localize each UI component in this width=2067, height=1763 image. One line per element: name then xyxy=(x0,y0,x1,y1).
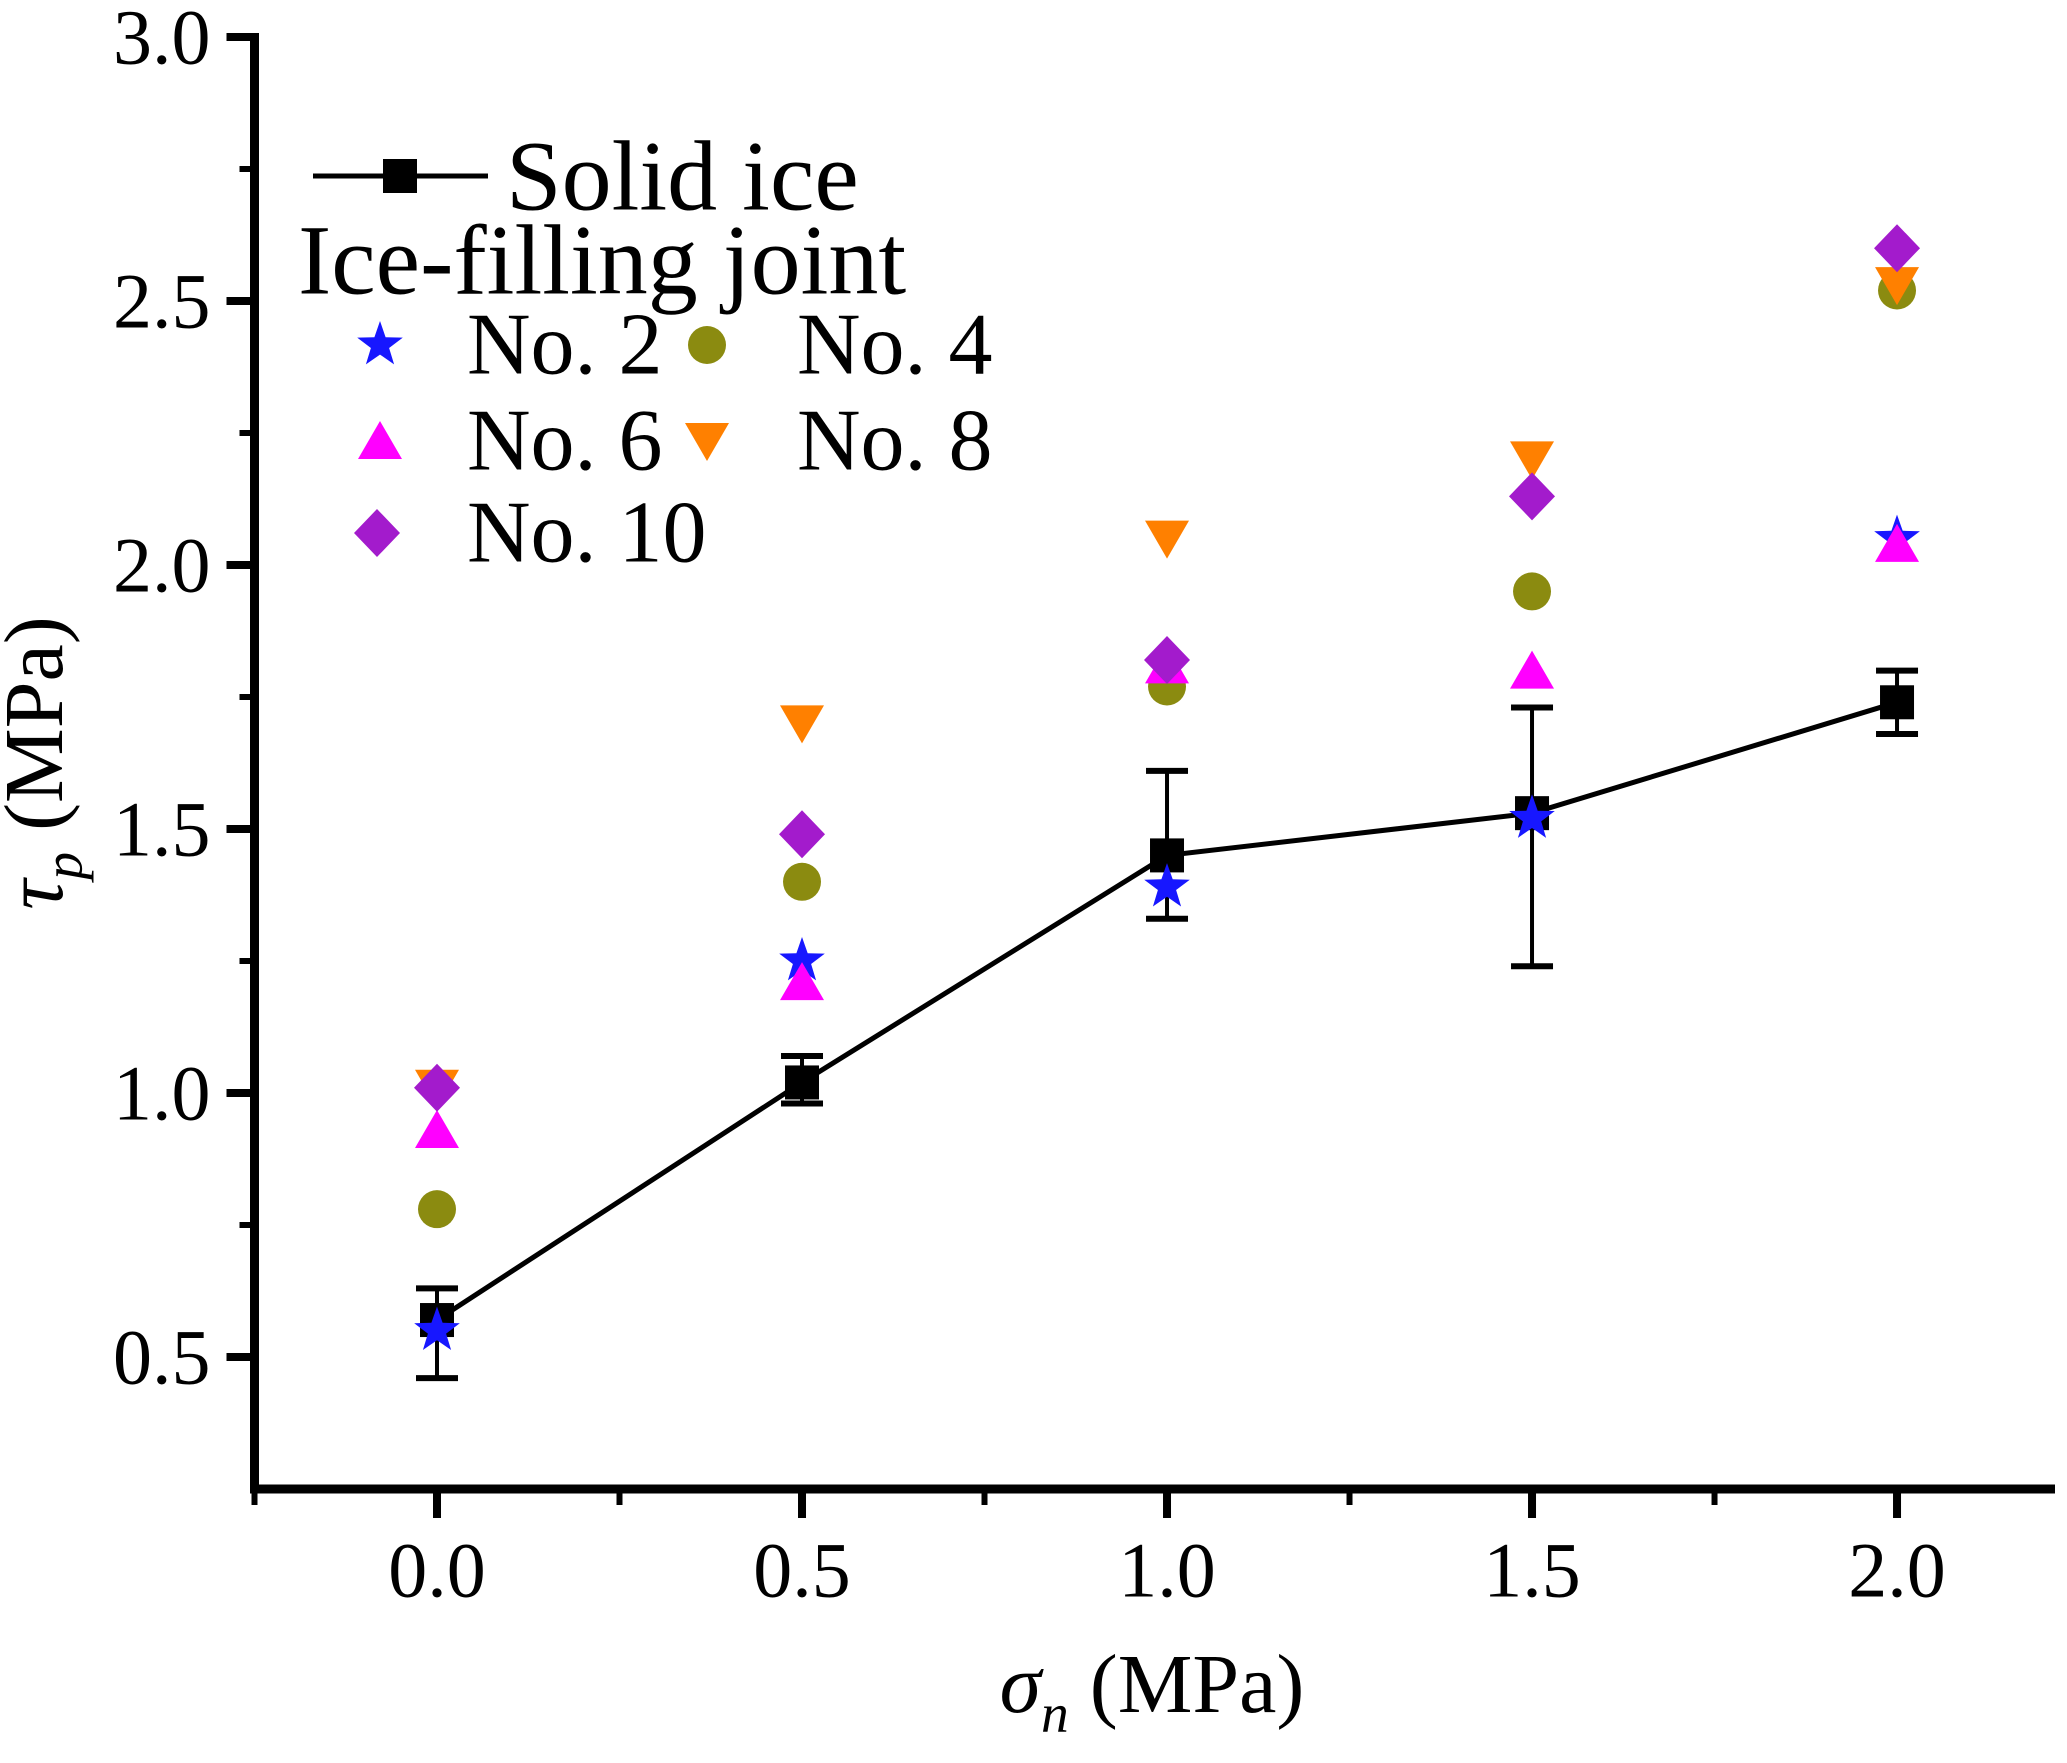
legend-label-no-4: No. 4 xyxy=(797,297,993,394)
y-axis-tick-label: 2.5 xyxy=(113,258,211,345)
marker-triangle-down-no-8-point-2 xyxy=(1145,520,1190,559)
error-bar-solid-ice xyxy=(1511,704,1554,970)
marker-square-legend-solid-ice xyxy=(383,159,417,193)
marker-star-no-2-point-3 xyxy=(1509,794,1555,838)
y-axis-tick-label: 3.0 xyxy=(113,0,211,81)
marker-circle-legend-no-4 xyxy=(688,326,726,364)
marker-triangle-up-legend-no-6 xyxy=(358,421,402,459)
legend-label-no-6: No. 6 xyxy=(467,393,663,490)
marker-diamond-no-10-point-4 xyxy=(1874,224,1921,273)
marker-star-legend-no-2 xyxy=(357,321,403,365)
marker-triangle-down-no-8-point-1 xyxy=(780,705,825,744)
y-axis-tick-label: 0.5 xyxy=(113,1314,211,1401)
legend-item-no-2: No. 2 xyxy=(357,297,663,394)
marker-triangle-up-no-6-point-1 xyxy=(780,962,825,1001)
legend-label-solid-ice: Solid ice xyxy=(506,121,859,232)
series-no-10 xyxy=(414,224,1921,1112)
marker-circle-no-4-point-3 xyxy=(1513,572,1552,611)
series-solid-ice xyxy=(416,667,1919,1382)
legend-item-no-10: No. 10 xyxy=(354,485,707,582)
marker-triangle-down-no-8-point-3 xyxy=(1510,441,1555,480)
x-axis-tick-label: 1.5 xyxy=(1483,1527,1581,1614)
x-axis-tick-label: 0.5 xyxy=(753,1527,851,1614)
x-axis-tick-label: 1.0 xyxy=(1118,1527,1216,1614)
marker-triangle-down-no-8-point-4 xyxy=(1875,267,1920,306)
marker-square-solid-ice-point-4 xyxy=(1880,685,1915,720)
marker-triangle-up-no-6-point-0 xyxy=(415,1109,460,1148)
marker-diamond-no-10-point-2 xyxy=(1144,636,1191,685)
y-axis-tick-label: 1.5 xyxy=(113,786,211,873)
legend-group-label: Ice-filling joint xyxy=(298,205,906,316)
axes: 0.5 1.0 1.5 2.0 2.5 3.0 0.0 0.5 1.0 1.5 2.0 xyxy=(113,0,2055,1614)
x-axis-title: σn (MPa) xyxy=(1000,1638,1305,1744)
legend-label-no-2: No. 2 xyxy=(467,297,663,394)
marker-star-no-2-point-1 xyxy=(779,937,825,981)
marker-square-solid-ice-point-1 xyxy=(785,1065,820,1100)
marker-diamond-no-10-point-0 xyxy=(414,1063,461,1112)
marker-circle-no-4-point-0 xyxy=(418,1190,457,1229)
legend-label-no-8: No. 8 xyxy=(797,393,993,490)
marker-diamond-no-10-point-1 xyxy=(779,810,826,859)
legend-item-solid-ice: Solid ice xyxy=(313,121,859,232)
marker-triangle-down-legend-no-8 xyxy=(685,423,729,461)
marker-star-no-2-point-0 xyxy=(414,1306,460,1350)
series-layer xyxy=(414,224,1921,1382)
x-axis-tick-label: 0.0 xyxy=(388,1527,486,1614)
marker-triangle-up-no-6-point-4 xyxy=(1875,523,1920,562)
x-axis-tick-label: 2.0 xyxy=(1848,1527,1946,1614)
legend-item-no-4: No. 4 xyxy=(688,297,993,394)
axis-titles: σn (MPa) τp (MPa) xyxy=(0,616,1304,1744)
marker-triangle-up-no-6-point-3 xyxy=(1510,650,1555,689)
marker-diamond-no-10-point-3 xyxy=(1509,472,1556,521)
y-axis-title: τp (MPa) xyxy=(0,616,94,909)
legend-item-no-8: No. 8 xyxy=(685,393,993,490)
legend-label-no-10: No. 10 xyxy=(467,485,707,582)
y-axis-tick-label: 1.0 xyxy=(113,1050,211,1137)
marker-diamond-legend-no-10 xyxy=(354,509,400,557)
marker-star-no-2-point-2 xyxy=(1144,863,1190,907)
marker-circle-no-4-point-1 xyxy=(783,862,822,901)
y-axis-tick-label: 2.0 xyxy=(113,522,211,609)
legend-item-no-6: No. 6 xyxy=(358,393,663,490)
